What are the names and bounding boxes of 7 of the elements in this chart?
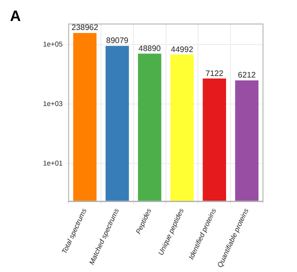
data-label: 48890 — [138, 44, 162, 53]
data-label: 6212 — [238, 70, 256, 80]
data-label: 89079 — [106, 36, 129, 46]
data-label: 44992 — [170, 44, 194, 54]
data-label: 7122 — [206, 68, 224, 78]
chart-title: A — [10, 8, 21, 25]
data-label: 238962 — [72, 23, 99, 32]
